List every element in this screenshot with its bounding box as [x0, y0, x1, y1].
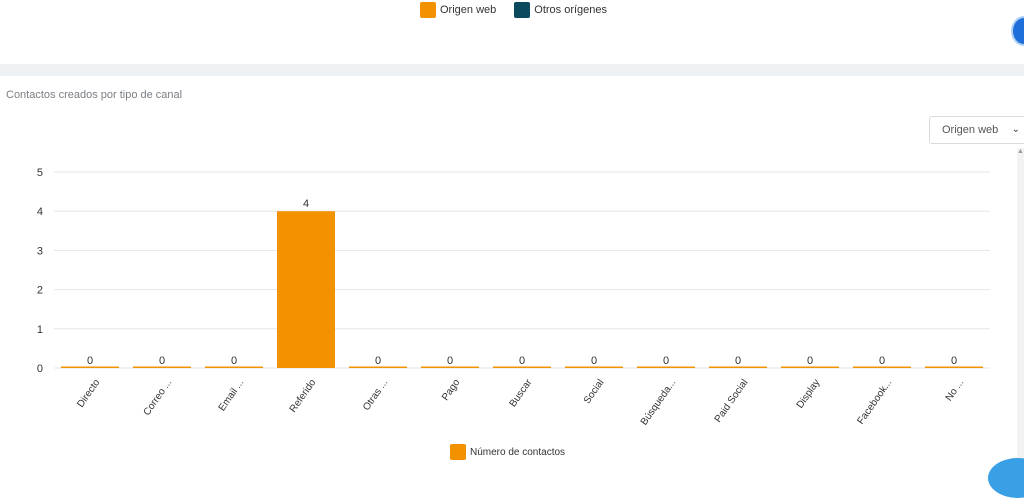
- x-tick-label: Otras ...: [361, 377, 390, 412]
- origin-select[interactable]: Origen web ⌄: [929, 116, 1024, 144]
- data-label: 0: [591, 355, 597, 367]
- data-label: 0: [87, 355, 93, 367]
- x-tick-label: Referido: [288, 377, 319, 415]
- scrollbar[interactable]: ▲: [1017, 148, 1024, 475]
- x-tick-label: Paid Social: [713, 377, 751, 424]
- data-label: 0: [879, 355, 885, 367]
- contacts-bar-chart: 0 1 2 3 4 5 0 Directo 0 Correo ... 0 Email ... 4 Refe…: [37, 167, 990, 427]
- scroll-up-icon[interactable]: ▲: [1017, 148, 1024, 155]
- x-tick-label: Correo ...: [142, 377, 175, 417]
- x-tick-label: Email ...: [217, 377, 247, 413]
- bar: [277, 211, 335, 368]
- panel-title: Contactos creados por tipo de canal: [6, 89, 183, 101]
- legend-item-numero-contactos[interactable]: Número de contactos: [450, 444, 565, 460]
- data-label: 0: [663, 355, 669, 367]
- channel-legend: Origen web Otros orígenes: [420, 2, 607, 18]
- data-label: 0: [735, 355, 741, 367]
- x-tick-label: Display: [795, 377, 823, 410]
- data-label: 0: [807, 355, 813, 367]
- bar: [61, 366, 119, 368]
- bar: [709, 366, 767, 368]
- origin-select-value: Origen web: [942, 124, 999, 136]
- y-tick-label: 2: [37, 285, 43, 297]
- data-label: 0: [159, 355, 165, 367]
- bar: [781, 366, 839, 368]
- bar-legend: Número de contactos: [450, 444, 565, 460]
- bar: [925, 366, 983, 368]
- data-label: 0: [447, 355, 453, 367]
- section-divider: [0, 64, 1024, 76]
- bar: [637, 366, 695, 368]
- bar: [349, 366, 407, 368]
- x-tick-label: Buscar: [508, 377, 535, 409]
- legend-item-otros-origenes[interactable]: Otros orígenes: [514, 2, 607, 18]
- legend-label-otros-origenes: Otros orígenes: [534, 4, 608, 16]
- chevron-down-icon: ⌄: [1011, 124, 1020, 135]
- x-tick-label: Búsqueda...: [639, 377, 679, 427]
- legend-label-origen-web: Origen web: [440, 4, 497, 16]
- y-tick-label: 5: [37, 167, 43, 179]
- numero-contactos-swatch: [450, 444, 466, 460]
- data-label: 0: [519, 355, 525, 367]
- data-label: 4: [303, 198, 309, 210]
- x-tick-label: Pago: [440, 377, 463, 403]
- bar: [493, 366, 551, 368]
- bar: [205, 366, 263, 368]
- bar: [853, 366, 911, 368]
- x-tick-label: No ...: [944, 377, 967, 403]
- origen-web-swatch: [420, 2, 436, 18]
- legend-item-origen-web[interactable]: Origen web: [420, 2, 496, 18]
- y-tick-label: 3: [37, 245, 43, 257]
- legend-label-numero-contactos: Número de contactos: [470, 446, 566, 458]
- y-tick-label: 1: [37, 324, 43, 336]
- chat-bubble-icon[interactable]: [1011, 16, 1024, 46]
- x-tick-label: Directo: [75, 377, 102, 410]
- y-tick-label: 4: [37, 206, 43, 218]
- data-label: 0: [951, 355, 957, 367]
- data-label: 0: [231, 355, 237, 367]
- chat-launcher-icon[interactable]: [988, 458, 1024, 498]
- bar: [421, 366, 479, 368]
- bar: [565, 366, 623, 368]
- otros-origenes-swatch: [514, 2, 531, 18]
- x-tick-label: Facebook...: [855, 377, 894, 426]
- y-tick-label: 0: [37, 363, 43, 375]
- data-label: 0: [375, 355, 381, 367]
- bar: [133, 366, 191, 368]
- x-tick-label: Social: [582, 377, 607, 406]
